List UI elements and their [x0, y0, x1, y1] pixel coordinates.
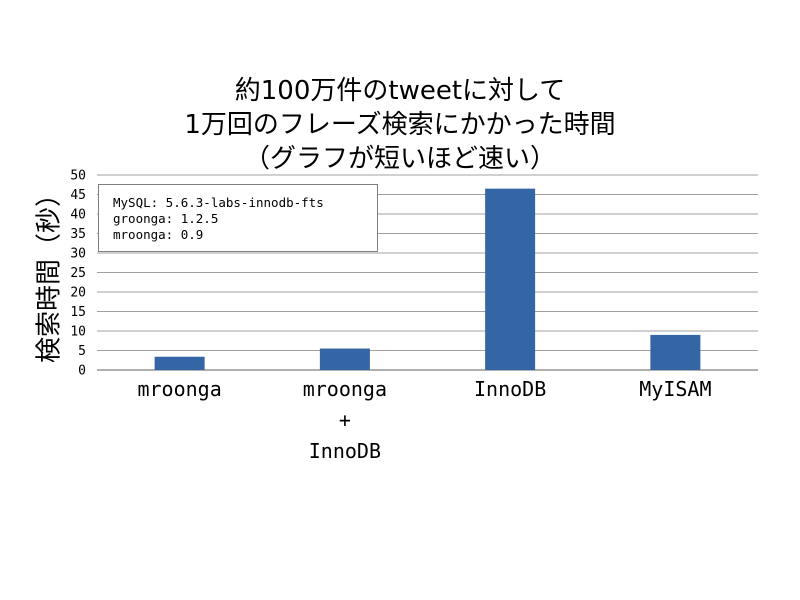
y-tick-label: 0	[78, 364, 86, 379]
x-category-label: mroonga	[137, 377, 221, 401]
x-category-label: InnoDB	[309, 439, 381, 463]
x-category-label: mroonga	[303, 377, 387, 401]
bar	[650, 334, 701, 370]
y-tick-label: 50	[70, 169, 86, 184]
y-tick-label: 20	[70, 286, 86, 301]
y-tick-labels: 0 5 10 15 20 25 30 35 40 45 50	[70, 169, 86, 379]
bar	[319, 348, 370, 370]
bars	[154, 188, 701, 370]
y-tick-label: 40	[70, 208, 86, 223]
y-tick-label: 5	[78, 344, 86, 359]
x-category-label: +	[339, 408, 351, 432]
annotation-line-3: mroonga: 0.9	[113, 227, 204, 242]
y-tick-label: 30	[70, 247, 86, 262]
chart-title: 約100万件のtweetに対して 1万回のフレーズ検索にかかった時間 （グラフが…	[0, 74, 800, 176]
y-tick-label: 35	[70, 227, 86, 242]
x-category-label: MyISAM	[639, 377, 711, 401]
annotation-line-1: MySQL: 5.6.3-labs-innodb-fts	[113, 195, 324, 210]
version-annotation: MySQL: 5.6.3-labs-innodb-fts groonga: 1.…	[98, 184, 378, 252]
y-tick-label: 25	[70, 266, 86, 281]
bar	[485, 188, 536, 370]
chart-title-line-2: 1万回のフレーズ検索にかかった時間	[184, 110, 616, 140]
chart-title-line-1: 約100万件のtweetに対して	[234, 76, 566, 106]
y-tick-label: 45	[70, 188, 86, 203]
y-axis-label: 検索時間（秒）	[35, 181, 65, 363]
x-category-labels: mroonga mroonga + InnoDB InnoDB MyISAM	[137, 377, 711, 463]
bar	[154, 356, 205, 370]
x-category-label: InnoDB	[474, 377, 546, 401]
chart-title-line-3: （グラフが短いほど速い）	[243, 144, 556, 174]
annotation-line-2: groonga: 1.2.5	[113, 211, 219, 226]
y-tick-label: 15	[70, 305, 86, 320]
y-tick-label: 10	[70, 325, 86, 340]
